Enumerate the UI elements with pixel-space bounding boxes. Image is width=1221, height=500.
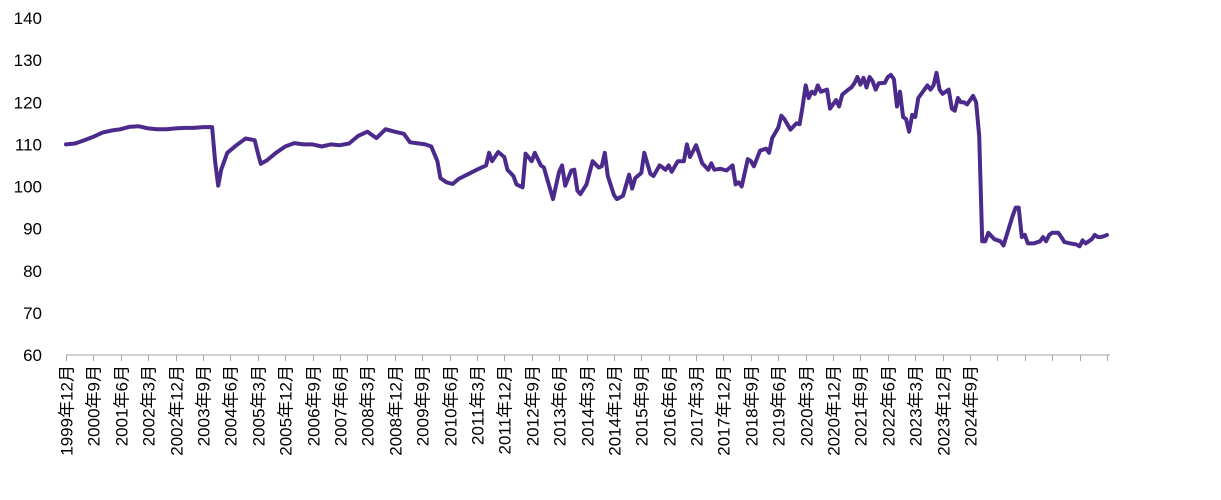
x-tick-label: 2000年9月 xyxy=(85,365,104,446)
x-tick-label: 2023年12月 xyxy=(935,365,954,456)
y-tick-label: 110 xyxy=(15,135,42,154)
x-tick-label: 2011年3月 xyxy=(469,365,488,445)
x-tick-label: 2008年12月 xyxy=(387,365,406,456)
x-tick-label: 2006年9月 xyxy=(305,365,324,446)
y-tick-label: 100 xyxy=(14,178,42,197)
x-tick-label: 2015年9月 xyxy=(633,365,652,446)
x-tick-label: 2011年12月 xyxy=(496,365,515,454)
x-tick-label: 2020年12月 xyxy=(825,365,844,456)
y-tick-label: 70 xyxy=(23,304,42,323)
y-tick-label: 130 xyxy=(14,51,42,70)
y-tick-label: 80 xyxy=(23,262,42,281)
x-tick-label: 2018年9月 xyxy=(743,365,762,446)
x-tick-label: 2014年12月 xyxy=(606,365,625,456)
x-axis: 1999年12月 2000年9月 2001年6月 2002年3月 2002年12月 200… xyxy=(58,354,1110,456)
x-tick-label: 2017年3月 xyxy=(688,365,707,446)
x-tick-label: 2009年9月 xyxy=(414,365,433,446)
x-tick-label: 2008年3月 xyxy=(359,365,378,446)
x-tick-label: 2024年9月 xyxy=(962,365,981,446)
y-axis: 60 70 80 90 100 110 120 130 140 xyxy=(14,9,42,365)
x-tick-label: 2002年3月 xyxy=(140,365,159,446)
x-tick-label: 2010年6月 xyxy=(442,365,461,446)
y-tick-label: 90 xyxy=(23,220,42,239)
x-tick-label: 2013年6月 xyxy=(551,365,570,446)
x-tick-label: 2016年6月 xyxy=(661,365,680,446)
series-line xyxy=(64,70,1109,249)
y-tick-label: 140 xyxy=(14,9,42,28)
x-tick-label: 1999年12月 xyxy=(58,365,77,456)
x-tick-label: 2002年12月 xyxy=(168,365,187,456)
x-tick-label: 2004年6月 xyxy=(222,365,241,446)
x-tick-label: 2017年12月 xyxy=(715,365,734,456)
x-tick-label: 2023年3月 xyxy=(907,365,926,446)
x-tick-label: 2005年12月 xyxy=(277,365,296,456)
x-tick-label: 2022年6月 xyxy=(880,365,899,446)
x-tick-label: 2005年3月 xyxy=(250,365,269,446)
x-tick-label: 2021年9月 xyxy=(852,365,871,446)
x-tick-label: 2012年9月 xyxy=(524,365,543,446)
x-tick-label: 2014年3月 xyxy=(579,365,598,446)
x-tick-label: 2001年6月 xyxy=(113,365,132,446)
x-tick-label: 2007年6月 xyxy=(332,365,351,446)
plot-area xyxy=(64,70,1109,249)
x-tick-label: 2020年3月 xyxy=(798,365,817,446)
x-tick-label: 2003年9月 xyxy=(195,365,214,446)
y-tick-label: 60 xyxy=(23,346,42,365)
y-tick-label: 120 xyxy=(14,93,42,112)
x-tick-label: 2019年6月 xyxy=(770,365,789,446)
